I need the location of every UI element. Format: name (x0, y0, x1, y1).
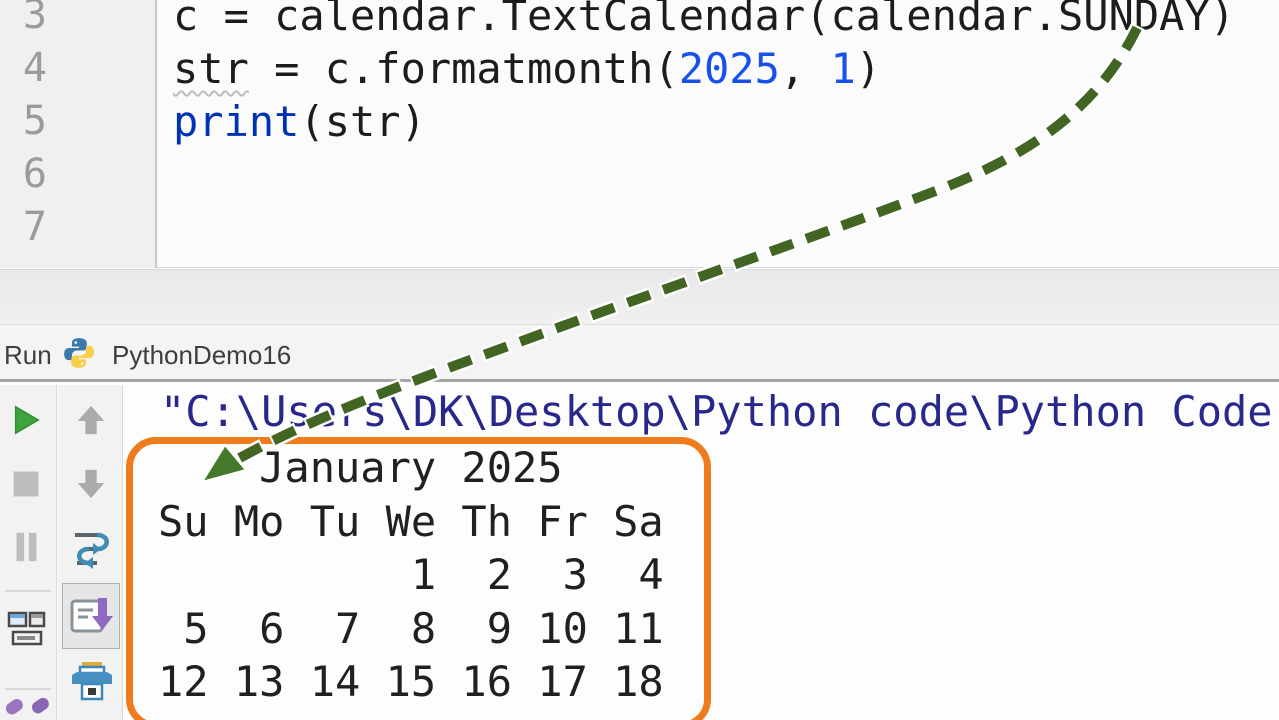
up-stack-trace-button[interactable] (73, 402, 109, 438)
variable-str: str (173, 44, 249, 93)
run-toolbar-console (58, 385, 123, 720)
code-line-3: c = calendar.TextCalendar(calendar.SUNDA… (173, 0, 1236, 40)
rerun-button[interactable] (8, 402, 44, 438)
printer-icon (72, 662, 112, 701)
run-toolbar-main (0, 385, 57, 720)
code-editor[interactable]: 3 4 5 6 7 c = calendar.TextCalendar(cale… (0, 0, 1279, 268)
calendar-output: January 2025 Su Mo Tu We Th Fr Sa 1 2 3 … (158, 443, 664, 706)
down-stack-trace-button[interactable] (73, 466, 109, 502)
play-icon (14, 405, 40, 435)
stop-button[interactable] (8, 466, 44, 502)
line-numbers: 3 4 5 6 7 (22, 0, 47, 250)
run-configuration-name: PythonDemo16 (112, 340, 292, 370)
code-line-5: print(str) (173, 97, 426, 146)
console-output-path: "C:\Users\DK\Desktop\Python code\Python … (160, 387, 1273, 436)
code-text[interactable]: c = calendar.TextCalendar(calendar.SUNDA… (173, 0, 1235, 148)
purple-swirl-icon (6, 697, 49, 715)
scroll-to-end-button[interactable] (62, 583, 120, 649)
tab-run[interactable]: Run (4, 340, 52, 370)
run-tool-window-header: Run PythonDemo16 (0, 325, 1279, 382)
toolbar-separator (5, 688, 51, 690)
restore-layout-icon (7, 611, 46, 646)
number-literal-year: 2025 (678, 44, 780, 93)
code-line-4: str = c.formatmonth(2025, 1) (173, 44, 882, 93)
purple-swirl-button[interactable] (4, 696, 52, 720)
restore-layout-button[interactable] (4, 606, 52, 652)
soft-wrap-icon (75, 532, 109, 569)
toolbar-separator (5, 590, 51, 592)
builtin-print: print (173, 97, 300, 146)
soft-wrap-button[interactable] (68, 524, 116, 574)
editor-console-splitter[interactable] (0, 269, 1279, 325)
up-arrow-icon (77, 405, 105, 435)
pause-output-button[interactable] (8, 528, 44, 566)
print-button[interactable] (69, 658, 115, 706)
python-logo-icon (64, 338, 94, 368)
scroll-to-end-icon (70, 598, 113, 633)
number-literal-month: 1 (830, 44, 856, 93)
editor-gutter: 3 4 5 6 7 (0, 0, 157, 268)
stop-icon (13, 471, 39, 497)
pause-icon (16, 532, 37, 562)
down-arrow-icon (77, 469, 105, 499)
